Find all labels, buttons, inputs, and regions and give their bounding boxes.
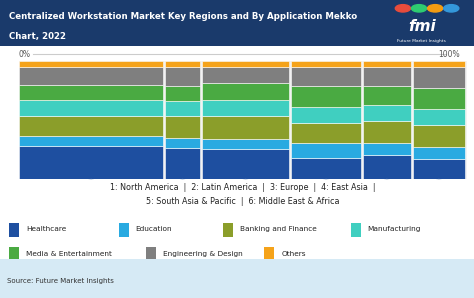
- Bar: [202, 149, 289, 179]
- Text: 6: 6: [436, 181, 442, 190]
- Text: Source: Future Market Insights: Source: Future Market Insights: [7, 277, 114, 284]
- Text: 0%: 0%: [19, 50, 31, 59]
- Bar: [413, 159, 465, 179]
- FancyBboxPatch shape: [9, 223, 19, 237]
- Bar: [165, 138, 200, 148]
- Bar: [19, 67, 163, 85]
- Bar: [413, 67, 465, 88]
- Bar: [165, 61, 200, 67]
- Text: 5: South Asia & Pacific  |  6: Middle East & Africa: 5: South Asia & Pacific | 6: Middle East…: [146, 197, 340, 206]
- Bar: [363, 86, 410, 105]
- Bar: [202, 83, 289, 100]
- Text: Centralized Workstation Market Key Regions and By Application Mekko: Centralized Workstation Market Key Regio…: [9, 12, 358, 21]
- Text: 4: 4: [323, 181, 329, 190]
- Text: Manufacturing: Manufacturing: [368, 226, 421, 232]
- Text: 5: 5: [384, 181, 390, 190]
- Bar: [202, 61, 289, 67]
- Text: Engineering & Design: Engineering & Design: [163, 251, 243, 257]
- FancyBboxPatch shape: [264, 247, 274, 261]
- Bar: [19, 85, 163, 100]
- Text: Chart, 2022: Chart, 2022: [9, 32, 66, 41]
- FancyBboxPatch shape: [118, 223, 129, 237]
- Bar: [19, 100, 163, 117]
- Text: 2: 2: [180, 181, 185, 190]
- Bar: [292, 86, 361, 107]
- Text: Education: Education: [136, 226, 172, 232]
- Bar: [363, 67, 410, 86]
- Text: fmi: fmi: [408, 19, 436, 34]
- Bar: [202, 139, 289, 149]
- FancyBboxPatch shape: [9, 247, 19, 261]
- Bar: [292, 123, 361, 144]
- Bar: [292, 61, 361, 67]
- Text: 1: 1: [88, 181, 94, 190]
- Bar: [165, 117, 200, 138]
- Bar: [413, 125, 465, 147]
- Bar: [363, 121, 410, 144]
- Bar: [165, 67, 200, 86]
- Bar: [19, 117, 163, 136]
- Circle shape: [428, 5, 443, 12]
- Text: Banking and Finance: Banking and Finance: [240, 226, 317, 232]
- Bar: [363, 155, 410, 179]
- Circle shape: [395, 5, 410, 12]
- Bar: [165, 101, 200, 117]
- Text: 1: North America  |  2: Latin America  |  3: Europe  |  4: East Asia  |: 1: North America | 2: Latin America | 3:…: [110, 183, 376, 192]
- Bar: [363, 105, 410, 121]
- FancyBboxPatch shape: [146, 247, 156, 261]
- FancyBboxPatch shape: [351, 223, 361, 237]
- Bar: [413, 109, 465, 125]
- Bar: [292, 158, 361, 179]
- Bar: [202, 67, 289, 83]
- Bar: [292, 107, 361, 123]
- Bar: [19, 61, 163, 67]
- Bar: [413, 61, 465, 67]
- Bar: [165, 86, 200, 101]
- FancyBboxPatch shape: [223, 223, 233, 237]
- Bar: [292, 144, 361, 158]
- Text: 3: 3: [243, 181, 248, 190]
- Bar: [19, 146, 163, 179]
- Bar: [19, 136, 163, 146]
- Bar: [363, 61, 410, 67]
- Bar: [202, 117, 289, 139]
- Text: Others: Others: [281, 251, 306, 257]
- Bar: [165, 148, 200, 179]
- Circle shape: [444, 5, 459, 12]
- Bar: [363, 143, 410, 155]
- Text: Healthcare: Healthcare: [27, 226, 66, 232]
- Bar: [202, 100, 289, 117]
- Bar: [413, 88, 465, 109]
- Text: 100%: 100%: [438, 50, 460, 59]
- Text: Future Market Insights: Future Market Insights: [398, 39, 446, 43]
- Bar: [413, 147, 465, 159]
- Circle shape: [411, 5, 427, 12]
- Bar: [292, 67, 361, 86]
- Text: Media & Entertainment: Media & Entertainment: [27, 251, 112, 257]
